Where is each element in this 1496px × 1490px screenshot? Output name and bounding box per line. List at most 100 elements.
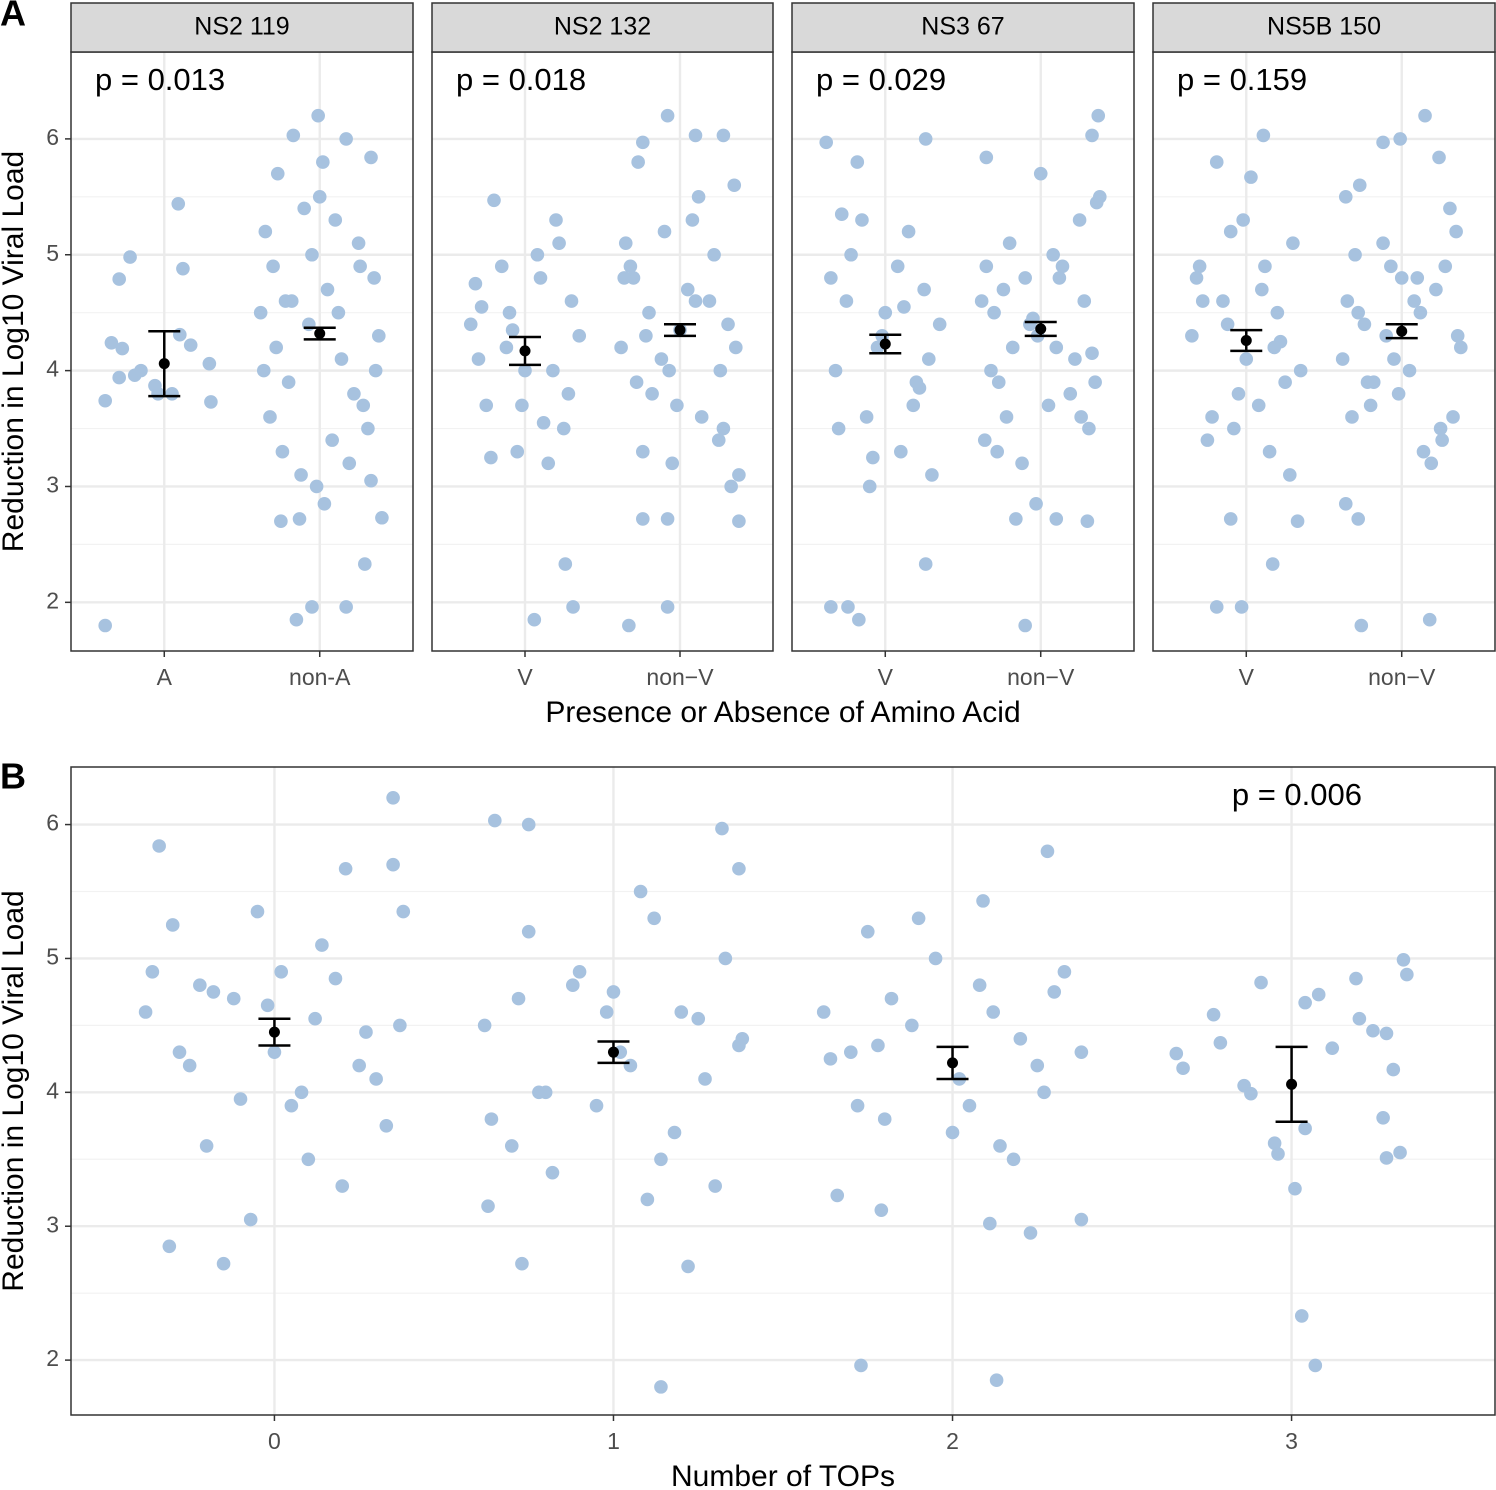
data-point [1351,512,1365,526]
data-point [1223,512,1238,526]
data-point [510,444,525,459]
data-point [1018,618,1032,633]
data-point [1074,410,1088,424]
data-point [1002,236,1017,250]
data-point [850,155,865,169]
data-point [312,190,327,204]
data-point [1410,271,1425,285]
data-point [339,132,353,146]
data-point [1446,410,1460,424]
data-point [267,1045,282,1059]
data-point [1311,987,1326,1002]
data-point [233,1092,248,1106]
data-point [342,456,357,471]
data-point [250,904,265,919]
data-point [1286,236,1300,250]
data-point [662,363,676,378]
strip-title: NS2 132 [554,13,651,41]
data-point [530,247,545,262]
strip-title: NS5B 150 [1267,13,1381,41]
y-tick-label: 4 [46,356,59,382]
panel-border [70,766,1496,1416]
data-point [824,600,838,614]
x-tick-label: V [517,664,533,690]
data-point [305,600,319,614]
data-point [979,150,994,165]
data-point [884,991,899,1006]
x-tick-label: non-A [289,664,351,690]
data-point [1026,311,1040,326]
data-point [1209,155,1224,169]
data-point [487,193,501,208]
data-point [866,450,880,465]
data-point [515,1256,529,1271]
data-point [358,557,372,571]
strip-title: NS2 119 [194,13,289,41]
data-point [386,857,400,872]
data-point [1189,271,1204,285]
data-point [325,433,339,447]
data-point [274,965,289,979]
data-point [289,612,304,627]
data-point [993,1139,1007,1153]
data-point [670,398,684,413]
data-point [614,340,628,355]
strip [791,2,1135,53]
data-point [1074,1045,1089,1059]
data-point [860,924,875,939]
data-point [1018,271,1032,285]
data-point [654,352,669,366]
data-point [309,479,324,494]
data-point [494,259,509,274]
data-point [640,1192,655,1207]
data-point [1400,967,1414,982]
data-point [660,600,675,614]
data-point [1082,421,1096,436]
x-axis-title: Number of TOPs [671,1460,895,1490]
data-point [317,497,332,511]
data-point [1085,346,1099,361]
data-point [292,512,307,526]
data-point [1205,410,1219,424]
x-tick-label: V [878,664,894,690]
data-point [983,1216,997,1231]
mean-point [1396,325,1408,337]
data-point [1254,975,1268,990]
data-point [1335,352,1350,366]
data-point [353,259,367,274]
data-point [112,370,126,385]
mean-point [158,358,170,370]
data-point [642,305,656,320]
data-point [499,340,514,355]
mean-point [1286,1078,1298,1090]
data-point [1239,352,1254,366]
data-point [1379,329,1393,343]
data-point [331,305,346,320]
data-point [258,224,273,239]
x-tick-label: A [157,664,173,690]
data-point [1046,247,1060,262]
data-point [674,1005,689,1019]
data-point [925,468,939,482]
data-point [1077,294,1092,308]
data-point [226,991,241,1006]
data-point [275,444,290,459]
mean-point [607,1046,619,1058]
data-point [566,600,580,614]
data-point [347,386,361,401]
data-point [202,356,217,371]
data-point [1176,1061,1190,1076]
data-point [912,381,927,395]
data-point [270,166,285,181]
data-point [862,479,877,494]
data-point [1271,1147,1285,1161]
data-point [1366,375,1381,390]
data-point [854,1358,868,1373]
data-point [732,861,746,876]
data-point [256,363,271,378]
data-point [561,386,576,401]
strip [1152,2,1496,53]
data-point [488,813,502,828]
data-point [162,1239,177,1254]
data-point [1345,410,1359,424]
